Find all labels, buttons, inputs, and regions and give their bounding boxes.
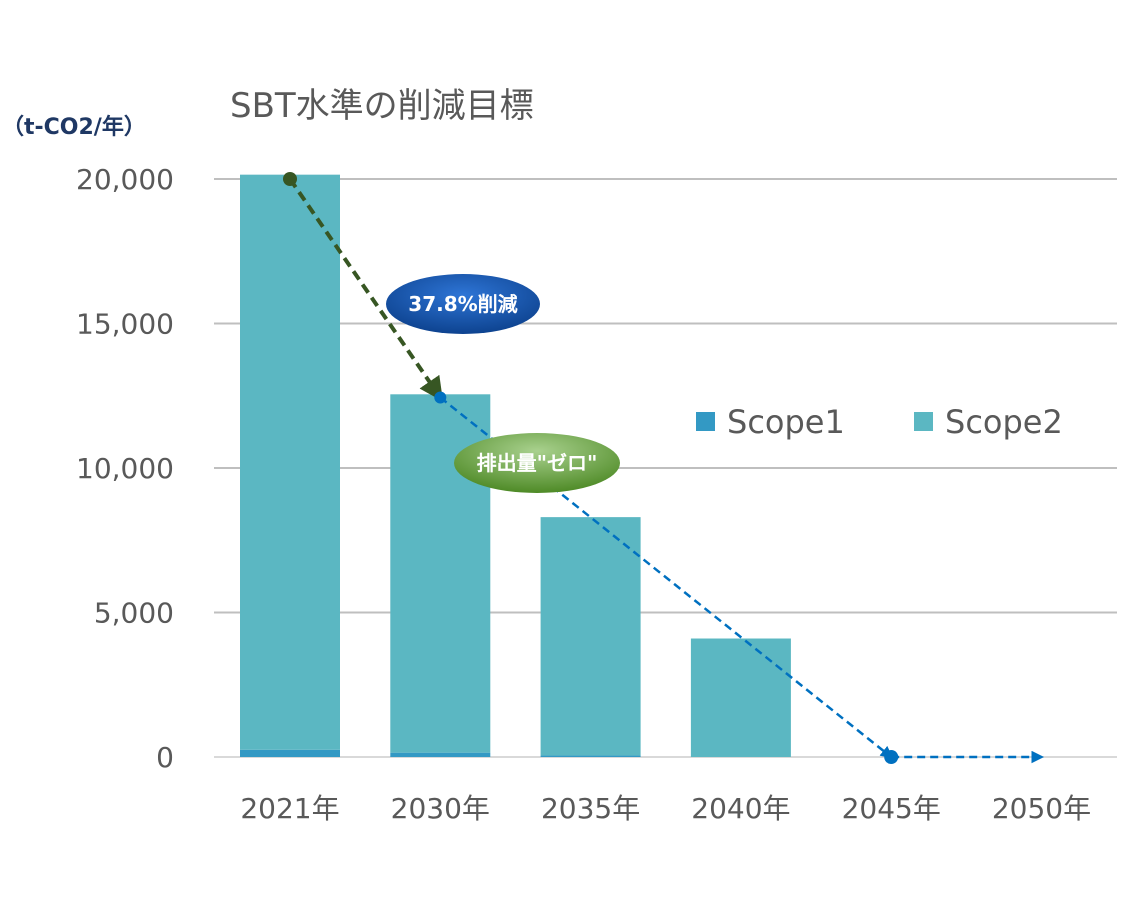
y-tick-label-1: 5,000 xyxy=(94,597,174,630)
y-axis-unit-label: （t-CO2/年） xyxy=(2,114,146,140)
annotation-zero-text: 排出量"ゼロ" xyxy=(477,451,598,475)
bar-scope1-0 xyxy=(240,749,340,757)
legend-swatch-scope2 xyxy=(914,412,933,431)
trend-line-0 xyxy=(288,177,444,402)
y-tick-label-4: 20,000 xyxy=(76,163,174,196)
legend: Scope1 Scope2 xyxy=(696,403,1063,441)
trend-point-1 xyxy=(434,391,447,404)
bar-scope1-1 xyxy=(390,752,491,757)
x-axis-ticks: 2021年 2030年 2035年 2040年 2045年 2050年 xyxy=(240,792,1091,825)
bar-scope2-2 xyxy=(540,517,641,756)
bar-scope1-2 xyxy=(540,755,641,757)
y-axis-ticks: 0 5,000 10,000 15,000 20,000 xyxy=(76,163,174,774)
bar-scope2-0 xyxy=(240,174,340,750)
x-tick-label-5: 2050年 xyxy=(992,792,1091,825)
trend-point-2 xyxy=(884,750,899,764)
trend-point-0 xyxy=(283,172,297,186)
bar-scope2-3 xyxy=(690,638,791,757)
x-tick-label-1: 2030年 xyxy=(391,792,490,825)
x-tick-label-0: 2021年 xyxy=(240,792,339,825)
annotation-reduction-badge: 37.8%削減 xyxy=(386,274,540,334)
annotation-zero-badge: 排出量"ゼロ" xyxy=(454,433,620,493)
legend-label-scope2: Scope2 xyxy=(945,403,1063,441)
chart-title: SBT水準の削減目標 xyxy=(230,86,534,126)
bars xyxy=(240,174,791,757)
annotation-reduction-bubble xyxy=(386,274,540,334)
x-tick-label-3: 2040年 xyxy=(691,792,790,825)
y-tick-label-3: 15,000 xyxy=(76,308,174,341)
gridlines xyxy=(214,178,1117,758)
annotation-zero-bubble xyxy=(454,433,620,493)
annotation-reduction-text: 37.8%削減 xyxy=(408,292,517,316)
y-tick-label-0: 0 xyxy=(156,741,174,774)
y-tick-label-2: 10,000 xyxy=(76,452,174,485)
legend-label-scope1: Scope1 xyxy=(727,403,845,441)
legend-swatch-scope1 xyxy=(696,412,715,431)
x-tick-label-2: 2035年 xyxy=(541,792,640,825)
x-tick-label-4: 2045年 xyxy=(842,792,941,825)
